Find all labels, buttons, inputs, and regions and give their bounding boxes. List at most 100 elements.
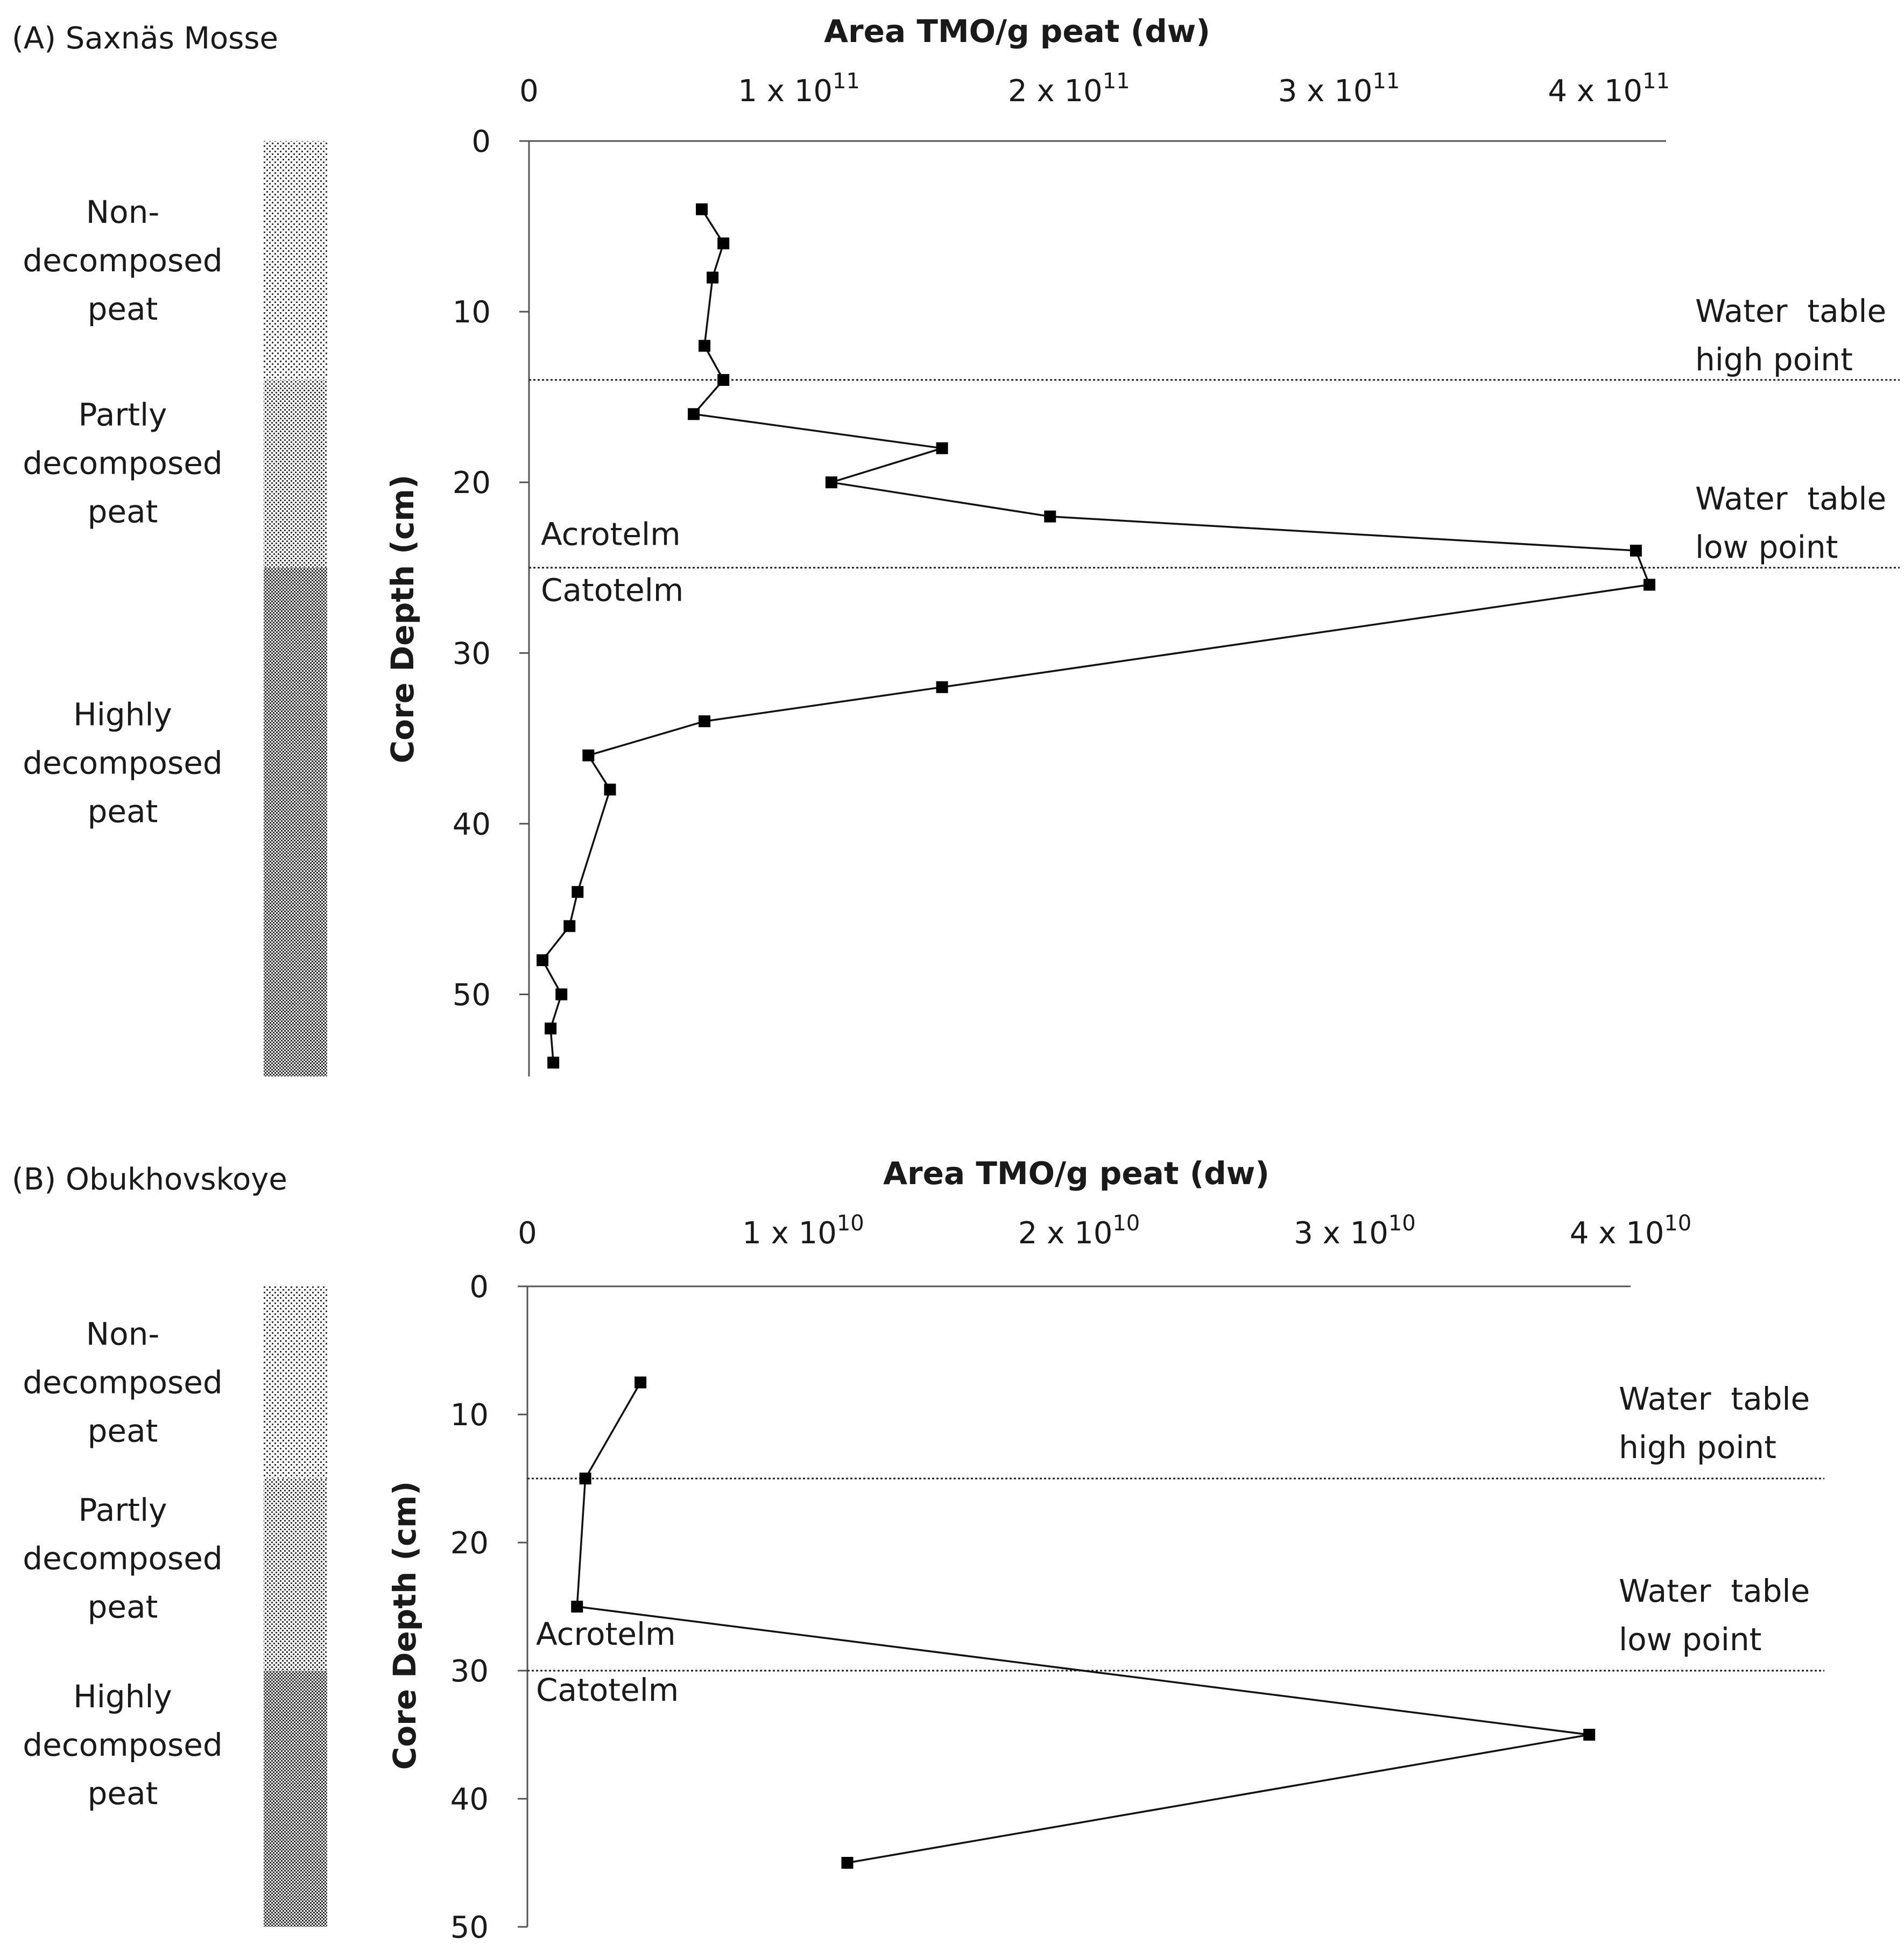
panel-a-x-axis-title: Area TMO/g peat (dw) — [824, 13, 1210, 50]
y-tick-label: 0 — [471, 124, 491, 159]
y-tick-label: 50 — [453, 977, 491, 1012]
data-point — [582, 749, 595, 762]
x-tick-label: 4 x 1010 — [1570, 1211, 1692, 1251]
x-tick-label: 1 x 1011 — [738, 69, 860, 109]
water-table-label: Water table — [1619, 1381, 1810, 1417]
x-tick-label: 0 — [519, 74, 539, 109]
data-point — [545, 1022, 557, 1034]
x-tick-label: 1 x 1010 — [742, 1211, 864, 1251]
zone-label-line: Partly — [79, 1492, 167, 1529]
water-table-label: Water table — [1695, 481, 1886, 517]
zone-strip-medium — [264, 379, 327, 568]
x-tick-label: 0 — [518, 1216, 537, 1251]
data-point — [1583, 1729, 1596, 1741]
data-point — [699, 340, 711, 352]
data-point — [717, 237, 730, 250]
zone-label-line: Non- — [86, 194, 160, 230]
panel-b-decomposition-strip: Non-decomposed peat Partly decomposed peat Hi… — [23, 1286, 327, 1927]
zone-label-line: Partly — [79, 396, 167, 433]
panel-b-y-ticks: 0 10 20 30 40 50 — [450, 1270, 527, 1945]
panel-a-decomposition-strip: Non-decomposed peat Partly decomposed peat Hi… — [23, 141, 327, 1076]
zone-label-line: peat — [88, 1589, 158, 1625]
x-tick-label: 3 x 1011 — [1278, 69, 1400, 109]
panel-a-reference-lines: Water table high point Water table low poin… — [529, 293, 1900, 609]
panel-a-x-ticks: 0 1 x 1011 2 x 1011 3 x 1011 4 x 1011 — [519, 69, 1670, 109]
panel-a-y-axis-title: Core Depth (cm) — [384, 475, 421, 764]
panel-b-title: (B) Obukhovskoye — [12, 1162, 287, 1197]
y-tick-label: 20 — [450, 1526, 489, 1561]
data-point — [841, 1857, 854, 1869]
data-point — [1643, 579, 1655, 591]
x-tick-label: 3 x 1010 — [1294, 1211, 1416, 1251]
data-point — [634, 1376, 647, 1389]
data-point — [699, 715, 711, 728]
panel-a-y-ticks: 0 10 20 30 40 50 — [453, 124, 529, 1012]
zone-label-line: decomposed — [23, 744, 222, 781]
y-tick-label: 10 — [450, 1398, 489, 1433]
water-table-label: Water table — [1695, 293, 1886, 329]
water-table-label: low point — [1619, 1621, 1761, 1658]
zone-label-line: peat — [88, 493, 158, 530]
panel-b-reference-lines: Water table high point Water table low poin… — [527, 1381, 1824, 1708]
zone-label-line: decomposed — [23, 445, 222, 481]
data-point — [604, 783, 616, 796]
data-point — [547, 1057, 560, 1069]
zone-label-line: decomposed — [23, 1540, 222, 1577]
water-table-label: Water table — [1619, 1573, 1810, 1609]
data-point — [936, 681, 948, 693]
zone-strip-dense — [264, 567, 327, 1076]
catotelm-label: Catotelm — [536, 1672, 679, 1708]
data-point — [688, 408, 700, 420]
x-tick-label: 4 x 1011 — [1548, 69, 1670, 109]
panel-a-series — [537, 203, 1655, 1069]
data-point — [571, 1601, 583, 1613]
panel-b-x-ticks: 0 1 x 1010 2 x 1010 3 x 1010 4 x 1010 — [518, 1211, 1691, 1251]
zone-label-line: Highly — [73, 1678, 172, 1715]
water-table-label: low point — [1695, 529, 1838, 566]
y-tick-label: 30 — [450, 1654, 489, 1689]
zone-label-line: decomposed — [23, 1364, 222, 1401]
data-point — [717, 374, 730, 386]
data-point — [1630, 545, 1642, 557]
data-point — [579, 1473, 591, 1484]
data-point — [555, 988, 568, 1001]
y-tick-label: 40 — [450, 1782, 489, 1817]
acrotelm-label: Acrotelm — [541, 516, 681, 553]
data-point — [696, 203, 708, 215]
zone-strip-sparse — [264, 1286, 327, 1479]
zone-strip-dense — [264, 1671, 327, 1927]
zone-label-line: peat — [88, 1775, 158, 1812]
water-table-label: high point — [1695, 341, 1853, 378]
y-tick-label: 30 — [453, 636, 491, 671]
x-tick-label: 2 x 1011 — [1008, 69, 1130, 109]
panel-b-x-axis-title: Area TMO/g peat (dw) — [883, 1155, 1270, 1192]
y-tick-label: 20 — [453, 466, 491, 501]
x-tick-label: 2 x 1010 — [1018, 1211, 1140, 1251]
data-point — [825, 476, 837, 489]
zone-label-line: peat — [88, 793, 158, 829]
zone-label-line: Non- — [86, 1316, 160, 1353]
panel-saxnas-mosse: (A) Saxnäs Mosse Area TMO/g peat (dw) Co… — [12, 13, 1900, 1076]
zone-label-line: decomposed — [23, 242, 222, 279]
panel-b-series — [571, 1376, 1596, 1869]
zone-label-line: decomposed — [23, 1727, 222, 1763]
data-point — [1044, 510, 1056, 523]
panel-obukhovskoye: (B) Obukhovskoye Area TMO/g peat (dw) Co… — [12, 1155, 1824, 1945]
acrotelm-label: Acrotelm — [536, 1616, 676, 1652]
y-tick-label: 50 — [450, 1910, 489, 1945]
y-tick-label: 10 — [453, 295, 491, 330]
y-tick-label: 0 — [469, 1270, 489, 1305]
zone-strip-medium — [264, 1479, 327, 1671]
data-point — [707, 271, 719, 284]
data-point — [936, 442, 948, 454]
water-table-label: high point — [1619, 1429, 1776, 1466]
zone-label-line: peat — [88, 291, 158, 327]
data-point — [537, 954, 549, 967]
series-line — [541, 208, 1651, 1063]
panel-a-title: (A) Saxnäs Mosse — [12, 21, 278, 56]
panel-b-y-axis-title: Core Depth (cm) — [386, 1481, 423, 1770]
y-tick-label: 40 — [453, 807, 491, 842]
series-line — [576, 1382, 1590, 1864]
data-point — [563, 920, 576, 932]
